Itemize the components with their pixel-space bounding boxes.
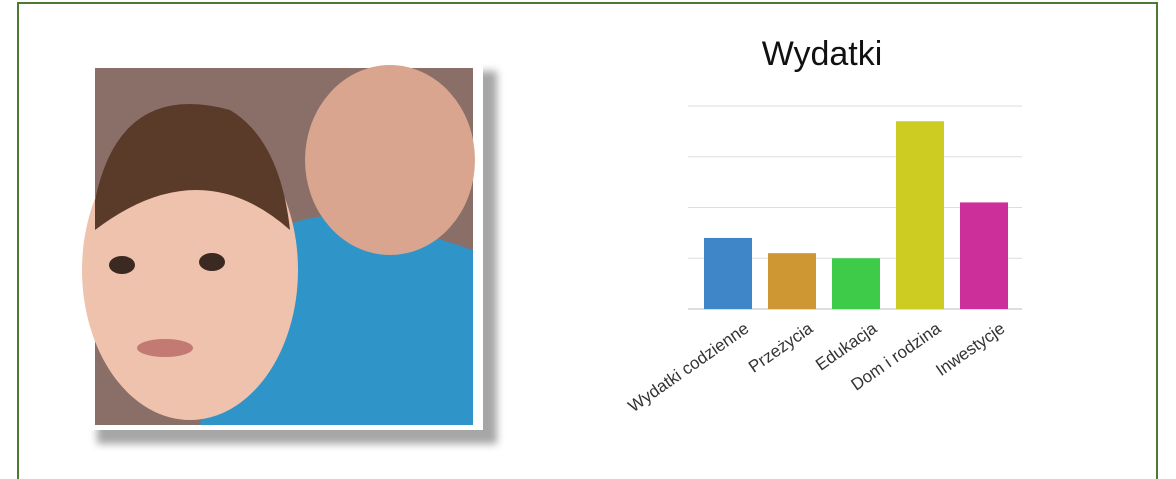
photo <box>82 57 483 430</box>
bar <box>704 237 752 309</box>
photo-eye <box>109 256 135 274</box>
bar <box>960 202 1008 309</box>
photo-eye <box>199 253 225 271</box>
chart-title: Wydatki <box>762 35 883 73</box>
frame-border <box>17 2 1158 479</box>
bar <box>832 258 880 309</box>
bar <box>768 253 816 309</box>
photo-child-hair <box>95 104 290 230</box>
photo-mouth <box>137 339 193 357</box>
bar <box>896 121 944 309</box>
photo-adult-head <box>305 65 475 255</box>
